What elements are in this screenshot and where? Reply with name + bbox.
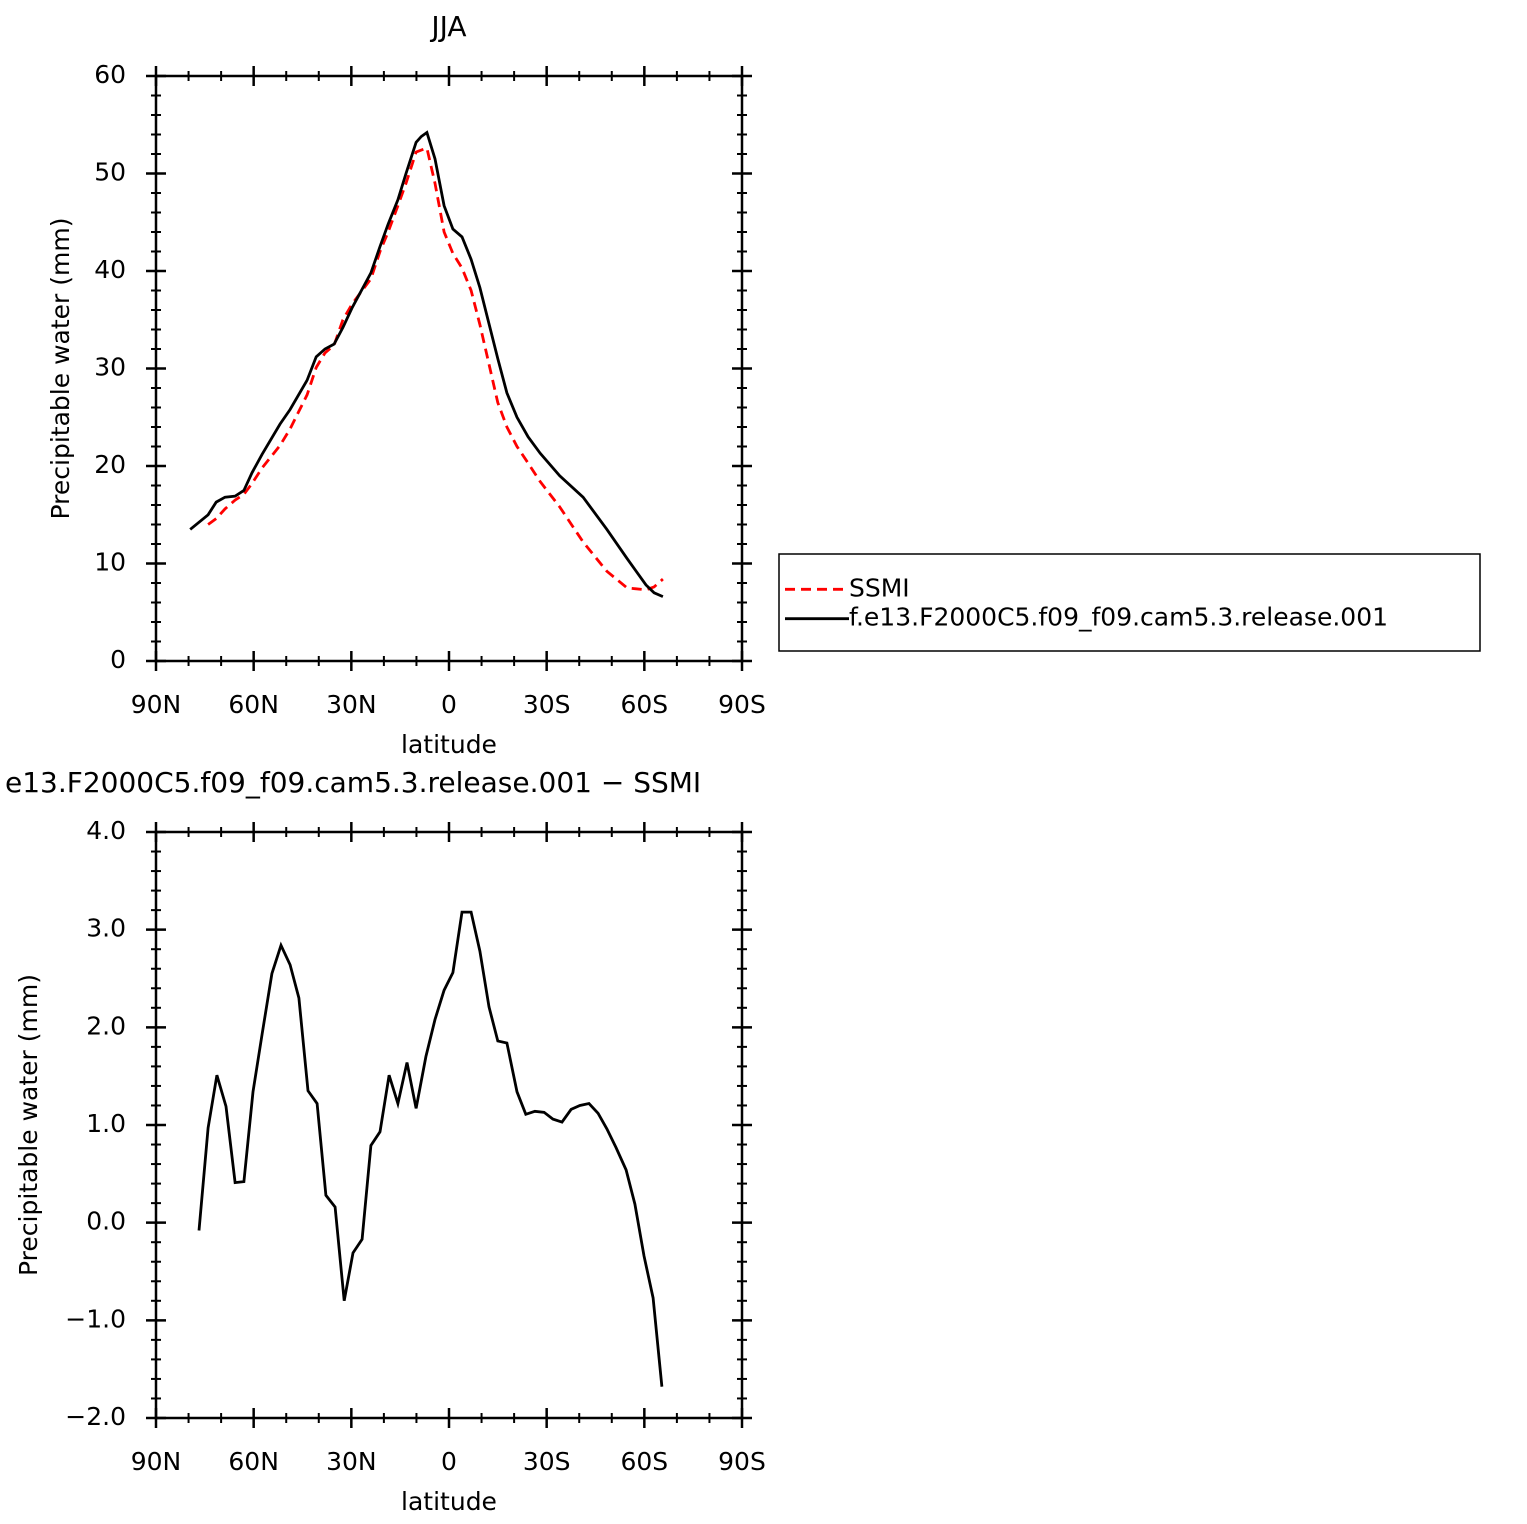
x-tick-label: 0: [441, 690, 457, 719]
y-tick-label: 20: [94, 450, 126, 479]
x-tick-label: 90S: [718, 1447, 766, 1476]
chart-title: e13.F2000C5.f09_f09.cam5.3.release.001 −…: [5, 766, 701, 799]
y-tick-label: −1.0: [65, 1304, 126, 1333]
y-axis-label: Precipitable water (mm): [14, 974, 43, 1276]
y-tick-label: 10: [94, 548, 126, 577]
legend-label: f.e13.F2000C5.f09_f09.cam5.3.release.001: [849, 603, 1388, 632]
y-axis-label: Precipitable water (mm): [46, 218, 75, 520]
legend-label: SSMI: [849, 573, 910, 602]
x-tick-label: 60S: [620, 690, 668, 719]
plot-frame: [154, 830, 744, 1420]
plot-frame: [154, 74, 744, 663]
legend-box: [778, 553, 1481, 652]
chart-title: JJA: [429, 10, 466, 43]
x-tick-label: 90N: [131, 1447, 182, 1476]
y-tick-label: 40: [94, 255, 126, 284]
y-tick-label: 50: [94, 158, 126, 187]
y-tick-label: 2.0: [86, 1011, 126, 1040]
x-tick-label: 90S: [718, 690, 766, 719]
data-line: [189, 130, 664, 598]
y-tick-label: 30: [94, 353, 126, 382]
x-tick-label: 0: [441, 1447, 457, 1476]
y-tick-label: 1.0: [86, 1109, 126, 1138]
y-tick-label: 0: [110, 645, 126, 674]
y-tick-label: 4.0: [86, 816, 126, 845]
x-tick-label: 60S: [620, 1447, 668, 1476]
x-axis-label: latitude: [401, 730, 497, 759]
data-line: [207, 146, 664, 592]
y-tick-label: 3.0: [86, 914, 126, 943]
x-tick-label: 30S: [523, 690, 571, 719]
x-tick-label: 90N: [131, 690, 182, 719]
x-tick-label: 60N: [228, 690, 279, 719]
x-tick-label: 30N: [326, 1447, 377, 1476]
y-tick-label: 60: [94, 60, 126, 89]
y-tick-label: −2.0: [65, 1402, 126, 1431]
x-tick-label: 30N: [326, 690, 377, 719]
x-tick-label: 30S: [523, 1447, 571, 1476]
x-tick-label: 60N: [228, 1447, 279, 1476]
x-axis-label: latitude: [401, 1487, 497, 1516]
data-line: [197, 910, 664, 1387]
y-tick-label: 0.0: [86, 1207, 126, 1236]
